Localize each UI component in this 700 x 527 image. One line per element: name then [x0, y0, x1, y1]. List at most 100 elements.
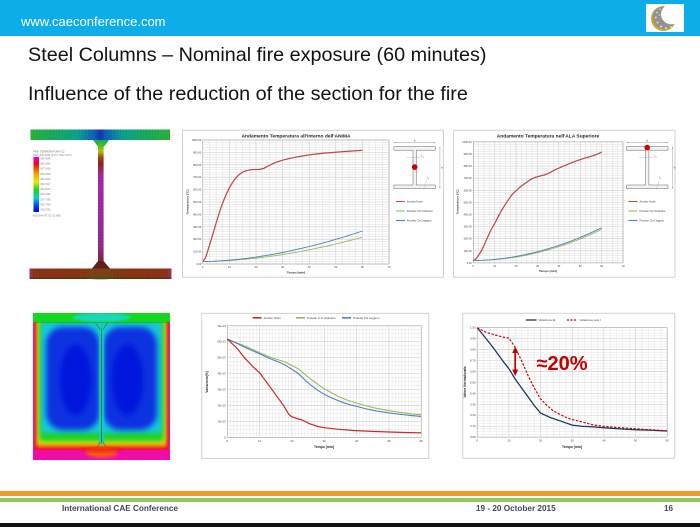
- svg-text:Variazione solo I: Variazione solo I: [580, 318, 601, 322]
- svg-text:Acciaio Nudo: Acciaio Nudo: [264, 316, 281, 320]
- svg-text:0: 0: [473, 264, 475, 268]
- svg-text:f: f: [661, 179, 662, 181]
- svg-text:837.3418: 837.3418: [41, 168, 52, 171]
- svg-text:100.00: 100.00: [464, 249, 473, 253]
- svg-text:0.90: 0.90: [470, 337, 476, 341]
- svg-text:400.00: 400.00: [193, 212, 202, 216]
- svg-text:t: t: [427, 176, 428, 180]
- svg-text:200.00: 200.00: [464, 237, 473, 241]
- svg-text:6E+13: 6E+13: [217, 340, 226, 344]
- svg-text:Tempo [min]: Tempo [min]: [314, 445, 334, 449]
- svg-text:10: 10: [493, 264, 496, 268]
- svg-text:900.00: 900.00: [193, 150, 202, 154]
- svg-text:5E+13: 5E+13: [217, 356, 226, 360]
- svg-text:0: 0: [476, 439, 478, 443]
- svg-text:20: 20: [290, 439, 294, 443]
- svg-text:20: 20: [539, 439, 543, 443]
- svg-text:30: 30: [281, 265, 284, 269]
- svg-text:60: 60: [420, 439, 424, 443]
- svg-text:0.60: 0.60: [470, 370, 476, 374]
- svg-text:803.0648 (PT310 .52 883): 803.0648 (PT310 .52 883): [33, 215, 61, 218]
- svg-text:0.80: 0.80: [470, 348, 476, 352]
- svg-text:200.00: 200.00: [193, 237, 202, 241]
- svg-text:Andamento Temperatura all'inte: Andamento Temperatura all'interno dell'A…: [241, 134, 350, 140]
- svg-text:w: w: [423, 157, 425, 159]
- svg-text:1E+13: 1E+13: [217, 419, 226, 423]
- svg-text:b: b: [414, 138, 416, 142]
- svg-text:b: b: [646, 138, 648, 142]
- svg-text:Protetto Cls Leggero: Protetto Cls Leggero: [640, 219, 665, 223]
- svg-text:Tempo [min]: Tempo [min]: [562, 445, 582, 449]
- svg-text:t: t: [421, 154, 422, 158]
- svg-text:Andamento Temperatura nell'ALA: Andamento Temperatura nell'ALA Superiore: [497, 134, 600, 140]
- svg-text:1000.00: 1000.00: [192, 138, 202, 142]
- svg-text:50: 50: [387, 439, 391, 443]
- svg-text:60: 60: [666, 439, 670, 443]
- svg-text:800.00: 800.00: [464, 164, 473, 168]
- svg-text:70: 70: [622, 264, 625, 268]
- svg-text:500.00: 500.00: [193, 200, 202, 204]
- svg-text:Temperatura [°C]: Temperatura [°C]: [186, 190, 190, 215]
- svg-text:900.00: 900.00: [464, 152, 473, 156]
- svg-text:t: t: [659, 176, 660, 180]
- svg-text:0.00: 0.00: [196, 262, 202, 266]
- svg-text:Protetto Cls Ordinario: Protetto Cls Ordinario: [407, 209, 433, 213]
- svg-text:SMX=940.4046 (PT73 TD62 1437): SMX=940.4046 (PT73 TD62 1437): [33, 154, 72, 157]
- svg-text:806.2308: 806.2308: [41, 173, 52, 176]
- svg-text:f: f: [428, 179, 429, 181]
- svg-text:400.00: 400.00: [464, 213, 473, 217]
- svg-text:Variazione EI: Variazione EI: [539, 318, 556, 322]
- svg-text:3E+13: 3E+13: [217, 388, 226, 392]
- svg-text:Acciaio Nudo: Acciaio Nudo: [640, 200, 656, 204]
- svg-text:Temperatura [°C]: Temperatura [°C]: [456, 190, 460, 215]
- svg-text:600.00: 600.00: [193, 188, 202, 192]
- svg-text:1.00: 1.00: [470, 326, 476, 330]
- svg-text:Valore Normalizzato: Valore Normalizzato: [463, 366, 467, 397]
- svg-text:0.30: 0.30: [470, 402, 476, 406]
- svg-text:7E+13: 7E+13: [217, 324, 226, 328]
- svg-text:804.4023: 804.4023: [41, 178, 52, 181]
- svg-text:700.00: 700.00: [193, 175, 202, 179]
- svg-text:Protetto Cls Leggero: Protetto Cls Leggero: [353, 316, 380, 320]
- svg-text:0.00: 0.00: [467, 261, 473, 265]
- svg-text:700.00: 700.00: [464, 176, 473, 180]
- svg-text:h: h: [674, 166, 676, 170]
- svg-text:20: 20: [255, 265, 258, 269]
- svg-text:1000.00: 1000.00: [462, 140, 472, 144]
- svg-text:w: w: [655, 157, 657, 159]
- svg-text:Acciaio Nudo: Acciaio Nudo: [407, 200, 423, 204]
- svg-text:803.7408: 803.7408: [41, 203, 52, 206]
- svg-text:60: 60: [600, 264, 603, 268]
- svg-text:0.50: 0.50: [470, 380, 476, 384]
- svg-text:100.00: 100.00: [193, 250, 202, 254]
- svg-text:50: 50: [579, 264, 582, 268]
- svg-text:0.00: 0.00: [470, 435, 476, 439]
- svg-text:50: 50: [634, 439, 638, 443]
- svg-text:0.10: 0.10: [470, 424, 476, 428]
- svg-text:300.00: 300.00: [464, 225, 473, 229]
- svg-text:20: 20: [515, 264, 518, 268]
- svg-text:40: 40: [557, 264, 560, 268]
- svg-text:809.0730: 809.0730: [41, 209, 52, 212]
- svg-text:0.70: 0.70: [470, 359, 476, 363]
- svg-text:4E+13: 4E+13: [217, 372, 226, 376]
- svg-text:600.00: 600.00: [464, 188, 473, 192]
- svg-text:804.9043: 804.9043: [41, 188, 52, 191]
- svg-text:10: 10: [228, 265, 231, 269]
- svg-text:40: 40: [602, 439, 606, 443]
- svg-text:10: 10: [507, 439, 511, 443]
- svg-text:60: 60: [361, 265, 364, 269]
- svg-text:500.00: 500.00: [464, 200, 473, 204]
- svg-text:940.4046: 940.4046: [41, 158, 52, 161]
- svg-text:300.00: 300.00: [193, 225, 202, 229]
- svg-text:h: h: [441, 166, 443, 170]
- svg-text:40: 40: [308, 265, 311, 269]
- svg-text:30: 30: [323, 439, 327, 443]
- svg-text:70: 70: [388, 265, 391, 269]
- svg-text:t: t: [654, 154, 655, 158]
- svg-text:≈20%: ≈20%: [537, 353, 588, 375]
- svg-text:802.7017: 802.7017: [41, 183, 52, 186]
- svg-text:837.7095: 837.7095: [41, 198, 52, 201]
- svg-text:840.2495: 840.2495: [41, 193, 52, 196]
- svg-text:Protetto Cls Ordinario: Protetto Cls Ordinario: [640, 209, 666, 213]
